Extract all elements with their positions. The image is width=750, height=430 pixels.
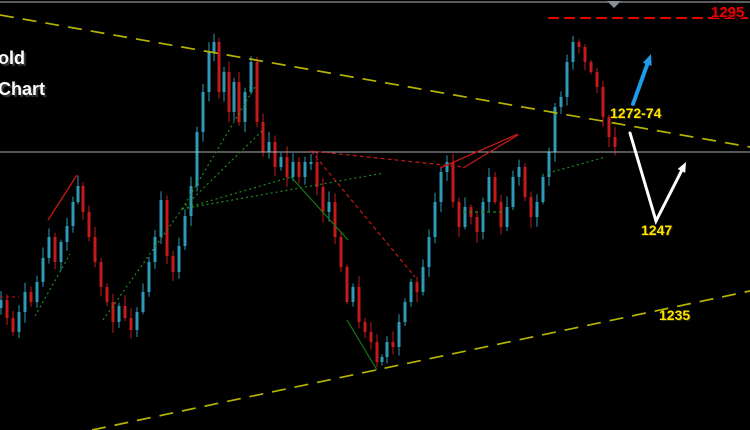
left-dotted-rise <box>34 253 71 317</box>
bearish-dashed-gentle <box>310 150 464 168</box>
fan-ray-1 <box>181 84 257 210</box>
descending-trendline <box>0 14 750 148</box>
period-marker-triangle <box>607 1 621 8</box>
target-price-label: 1247 <box>641 222 673 238</box>
ascending-trendline <box>91 290 750 430</box>
support-price-label: 1235 <box>659 307 691 323</box>
chart-title-line1: old <box>0 48 25 68</box>
breakdown-zone-label: 1272-74 <box>610 105 662 121</box>
path-arrow <box>628 131 683 226</box>
path-arrow-head <box>677 162 686 173</box>
bearish-dashed-steep <box>310 150 416 278</box>
chart-title-line2: Chart <box>0 79 46 99</box>
fan-ray-3 <box>181 176 292 210</box>
fan-ray-4 <box>181 172 385 210</box>
green-drop-2 <box>346 319 378 371</box>
bullish-arrow-head <box>642 54 652 66</box>
fan-ray-2 <box>181 129 264 210</box>
wedge-line-2 <box>462 134 519 169</box>
resistance-price-label: 1295 <box>711 4 745 21</box>
right-dotted-rise <box>547 156 607 174</box>
left-impulse-line <box>47 174 78 221</box>
green-drop-1 <box>290 176 349 241</box>
wedge-line-1 <box>439 133 519 169</box>
bullish-arrow <box>631 62 650 106</box>
